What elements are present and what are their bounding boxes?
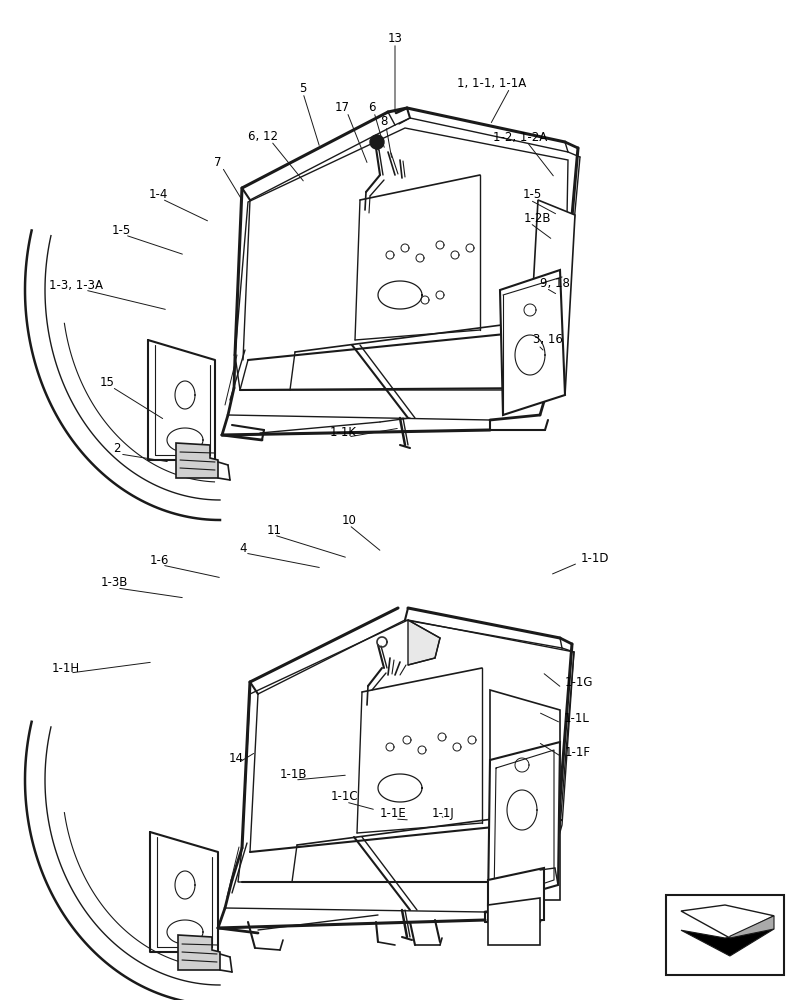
- Polygon shape: [680, 929, 773, 956]
- Text: 6, 12: 6, 12: [247, 130, 278, 143]
- Polygon shape: [234, 128, 567, 390]
- Text: 1-1C: 1-1C: [330, 790, 357, 803]
- Polygon shape: [729, 916, 773, 938]
- Text: 1-1F: 1-1F: [565, 746, 590, 758]
- Text: 3, 16: 3, 16: [532, 334, 562, 347]
- Text: 1-1D: 1-1D: [581, 552, 609, 564]
- Text: 1-1G: 1-1G: [565, 676, 593, 690]
- Text: 8: 8: [380, 115, 387, 128]
- Text: 7: 7: [214, 156, 222, 169]
- Text: 1-5: 1-5: [522, 188, 541, 202]
- Bar: [665, 895, 783, 975]
- Polygon shape: [487, 868, 544, 922]
- Text: 1-1B: 1-1B: [279, 768, 307, 781]
- Polygon shape: [499, 270, 565, 415]
- Polygon shape: [528, 200, 574, 395]
- Polygon shape: [176, 443, 218, 478]
- Polygon shape: [407, 620, 439, 665]
- Text: 1-6: 1-6: [149, 554, 169, 566]
- Text: 1-4: 1-4: [148, 188, 168, 200]
- Text: 1-3, 1-3A: 1-3, 1-3A: [49, 278, 103, 292]
- Polygon shape: [489, 690, 560, 900]
- Text: 9, 18: 9, 18: [540, 276, 569, 290]
- Text: 14: 14: [228, 752, 243, 764]
- Text: 1-3B: 1-3B: [100, 576, 128, 589]
- Polygon shape: [680, 905, 773, 938]
- Text: 1-2, 1-2A: 1-2, 1-2A: [492, 131, 547, 144]
- Text: 17: 17: [334, 101, 349, 114]
- Text: 1-1J: 1-1J: [431, 807, 454, 820]
- Polygon shape: [487, 898, 540, 945]
- Text: 1-1L: 1-1L: [563, 712, 589, 724]
- Text: 4: 4: [239, 542, 247, 554]
- Circle shape: [369, 135, 384, 149]
- Polygon shape: [177, 935, 220, 970]
- Text: 5: 5: [299, 82, 306, 95]
- Text: 6: 6: [368, 101, 375, 114]
- Text: 1-1H: 1-1H: [52, 662, 80, 674]
- Text: 2: 2: [113, 442, 120, 456]
- Text: 1, 1-1, 1-1A: 1, 1-1, 1-1A: [457, 77, 526, 90]
- Text: 1-1K: 1-1K: [329, 426, 356, 438]
- Polygon shape: [487, 742, 560, 905]
- Text: 10: 10: [341, 514, 356, 526]
- Text: 1-1E: 1-1E: [379, 807, 406, 820]
- Polygon shape: [238, 620, 573, 882]
- Text: 1-2B: 1-2B: [524, 212, 551, 225]
- Text: 13: 13: [387, 32, 402, 45]
- Text: 15: 15: [100, 375, 114, 388]
- Text: 11: 11: [266, 524, 281, 536]
- Text: 1-5: 1-5: [112, 224, 130, 236]
